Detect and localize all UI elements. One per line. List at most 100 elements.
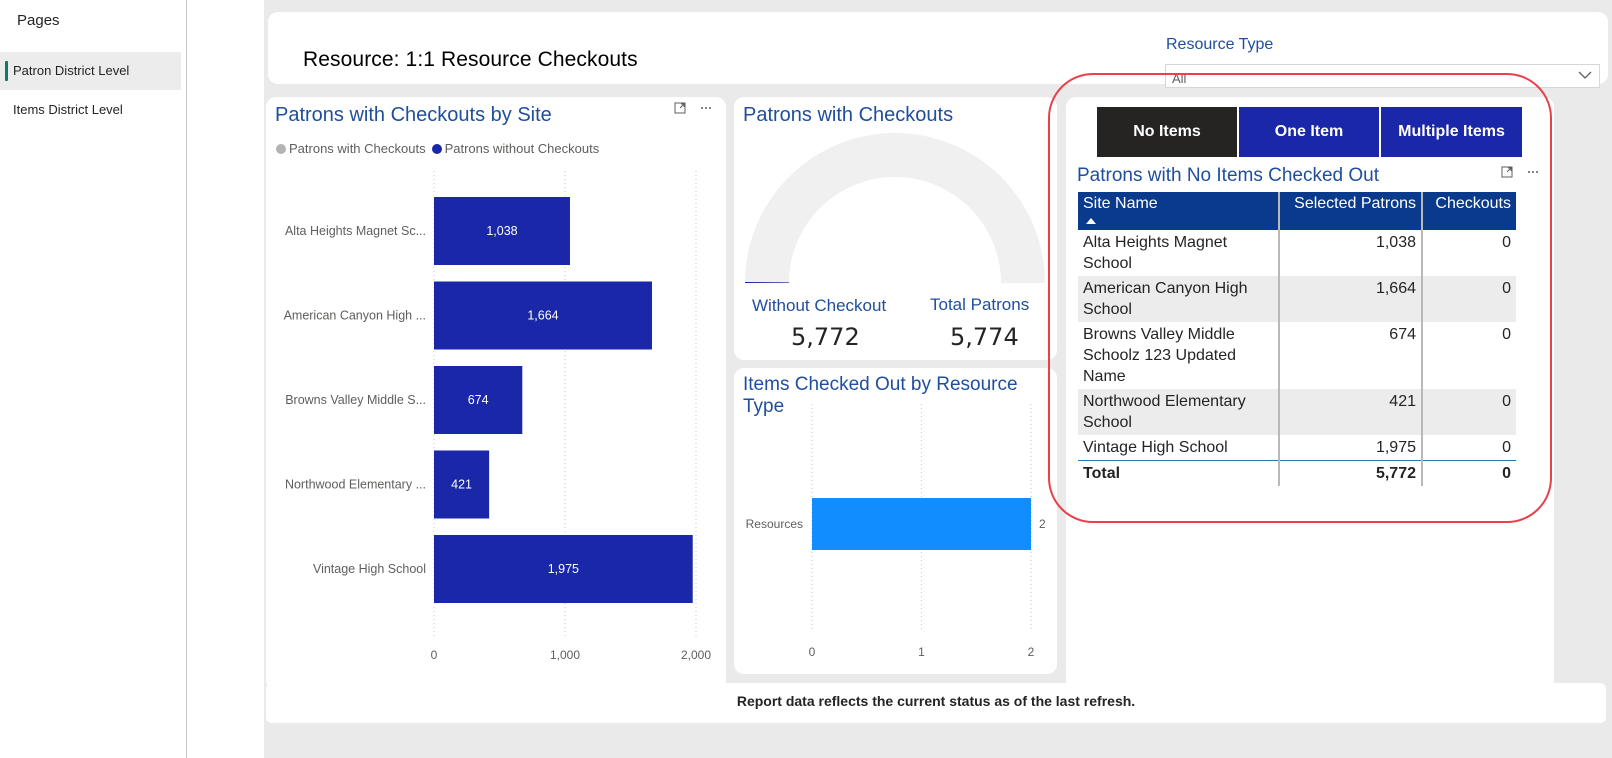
bar [434,281,652,350]
cell-checkouts: 0 [1502,326,1511,343]
cell-selected-patrons: 1,664 [1279,276,1423,322]
bar [434,366,523,434]
report-canvas: Resource: 1:1 Resource Checkouts Resourc… [264,0,1612,758]
column-header-checkouts[interactable]: Checkouts [1422,192,1516,230]
multiple-items-button[interactable]: Multiple Items [1381,107,1522,157]
cell-site-name: Vintage High School [1078,435,1280,461]
bar-data-label: 1,664 [527,309,558,323]
x-tick-label: 0 [809,645,816,659]
sort-ascending-icon [1086,218,1096,224]
legend-item-without-checkouts[interactable]: Patrons without Checkouts [431,141,600,156]
bar-data-label: 1,975 [548,562,579,576]
bar-data-label: 421 [451,478,472,492]
bar [434,450,490,519]
bar-data-label: 2 [1039,517,1046,531]
footer-card: Report data reflects the current status … [266,683,1606,723]
legend-dot [276,144,286,154]
cell-selected-patrons: 1,038 [1279,230,1423,276]
table-row[interactable]: Alta Heights Magnet School 1,038 0 [1078,230,1516,276]
gauge-total-patrons-label: Total Patrons [930,295,1030,314]
page-item-items-district-level[interactable]: Items District Level [13,102,123,117]
table-title: Patrons with No Items Checked Out [1077,165,1380,186]
x-tick-label: 2,000 [681,648,711,662]
page-item-patron-district-level[interactable]: Patron District Level [0,52,181,90]
gauge-fill [745,282,790,283]
cell-selected-patrons: 1,975 [1279,435,1423,461]
resource-bar-chart-plot: 0 1 2 Resources 2 [746,404,1046,659]
gauge-without-checkout-label: Without Checkout [752,296,887,315]
y-category-label: American Canyon High ... [284,309,426,323]
bar [812,498,1031,550]
header-card: Resource: 1:1 Resource Checkouts Resourc… [268,12,1608,88]
report-title: Resource: 1:1 Resource Checkouts [303,48,638,71]
gauge-chart [745,133,1045,283]
pages-pane: Pages Patron District Level Items Distri… [0,0,187,758]
patrons-with-checkouts-gauge-card[interactable]: Patrons with Checkouts Without Checkout … [734,97,1057,360]
cell-site-name: Browns Valley Middle Schoolz 123 Updated… [1078,322,1280,389]
patrons-by-site-card[interactable]: Patrons with Checkouts by Site Patrons w… [266,97,726,690]
legend-label: Patrons without Checkouts [444,141,600,156]
cell-checkouts: 0 [1502,234,1511,251]
cell-total-checkouts: 0 [1422,460,1516,486]
x-tick-label: 2 [1028,645,1035,659]
patrons-table: Site Name Selected Patrons Checkouts Alt… [1078,192,1516,486]
gauge-title: Patrons with Checkouts [743,104,954,126]
bar-card-header-icons [673,101,713,115]
y-category-label: Alta Heights Magnet Sc... [285,224,426,238]
resource-type-dropdown[interactable]: All [1165,64,1600,88]
gauge-track [745,133,1045,283]
no-items-panel-card: No Items One Item Multiple Items Patrons… [1066,97,1554,690]
resource-chart-title: Items Checked Out by Resource Type [743,374,1018,417]
y-category-label: Vintage High School [313,562,426,576]
expand-icon[interactable] [1500,165,1514,179]
bar-chart-title: Patrons with Checkouts by Site [275,104,552,126]
bar [434,197,570,265]
y-category-label: Resources [746,517,803,531]
y-category-label: Browns Valley Middle S... [285,393,426,407]
column-header-site-name[interactable]: Site Name [1078,192,1280,230]
x-tick-label: 1 [918,645,925,659]
table-header-row: Site Name Selected Patrons Checkouts [1078,192,1516,230]
cell-selected-patrons: 421 [1279,389,1423,435]
cell-total-label: Total [1078,460,1280,486]
pane-gutter [188,0,264,758]
legend-item-with-checkouts[interactable]: Patrons with Checkouts [276,141,426,156]
x-tick-label: 1,000 [550,648,580,662]
table-row[interactable]: Northwood Elementary School 421 0 [1078,389,1516,435]
y-category-label: Northwood Elementary ... [285,478,426,492]
footer-text: Report data reflects the current status … [736,693,1136,709]
cell-checkouts: 0 [1422,389,1516,435]
no-items-button[interactable]: No Items [1097,107,1237,157]
pages-title: Pages [17,12,60,29]
table-header-icons [1500,165,1540,179]
more-options-icon[interactable] [699,101,713,115]
more-options-icon[interactable] [1526,165,1540,179]
bar-chart-legend: Patrons with Checkouts Patrons without C… [276,141,599,156]
table-row[interactable]: Vintage High School 1,975 0 [1078,435,1516,461]
cell-selected-patrons: 674 [1279,322,1423,389]
chevron-down-icon [1578,71,1592,79]
cell-checkouts: 0 [1502,439,1511,456]
gauge-without-checkout-value: 5,772 [791,323,860,351]
bar-data-label: 674 [468,393,489,407]
column-header-label: Site Name [1083,195,1158,212]
table-row[interactable]: American Canyon High School 1,664 0 [1078,276,1516,322]
x-tick-label: 0 [431,648,438,662]
cell-site-name: Alta Heights Magnet School [1078,230,1280,276]
legend-dot [431,144,442,154]
one-item-button[interactable]: One Item [1239,107,1379,157]
expand-icon[interactable] [673,101,687,115]
bar-chart-plot: 0 1,000 2,000 Alta Heights Magnet Sc... 1,03… [284,171,711,662]
table-total-row: Total 5,772 0 [1078,460,1516,486]
table-row[interactable]: Browns Valley Middle Schoolz 123 Updated… [1078,322,1516,389]
legend-label: Patrons with Checkouts [289,141,426,156]
cell-site-name: Northwood Elementary School [1078,389,1280,435]
cell-site-name: American Canyon High School [1078,276,1280,322]
resource-type-value: All [1172,71,1187,86]
bar-data-label: 1,038 [486,224,517,238]
bar [434,535,693,603]
column-header-selected-patrons[interactable]: Selected Patrons [1279,192,1423,230]
cell-checkouts: 0 [1422,276,1516,322]
resource-type-label: Resource Type [1166,36,1274,53]
items-by-resource-type-card[interactable]: Items Checked Out by Resource Type 0 1 2 Re… [734,368,1057,674]
